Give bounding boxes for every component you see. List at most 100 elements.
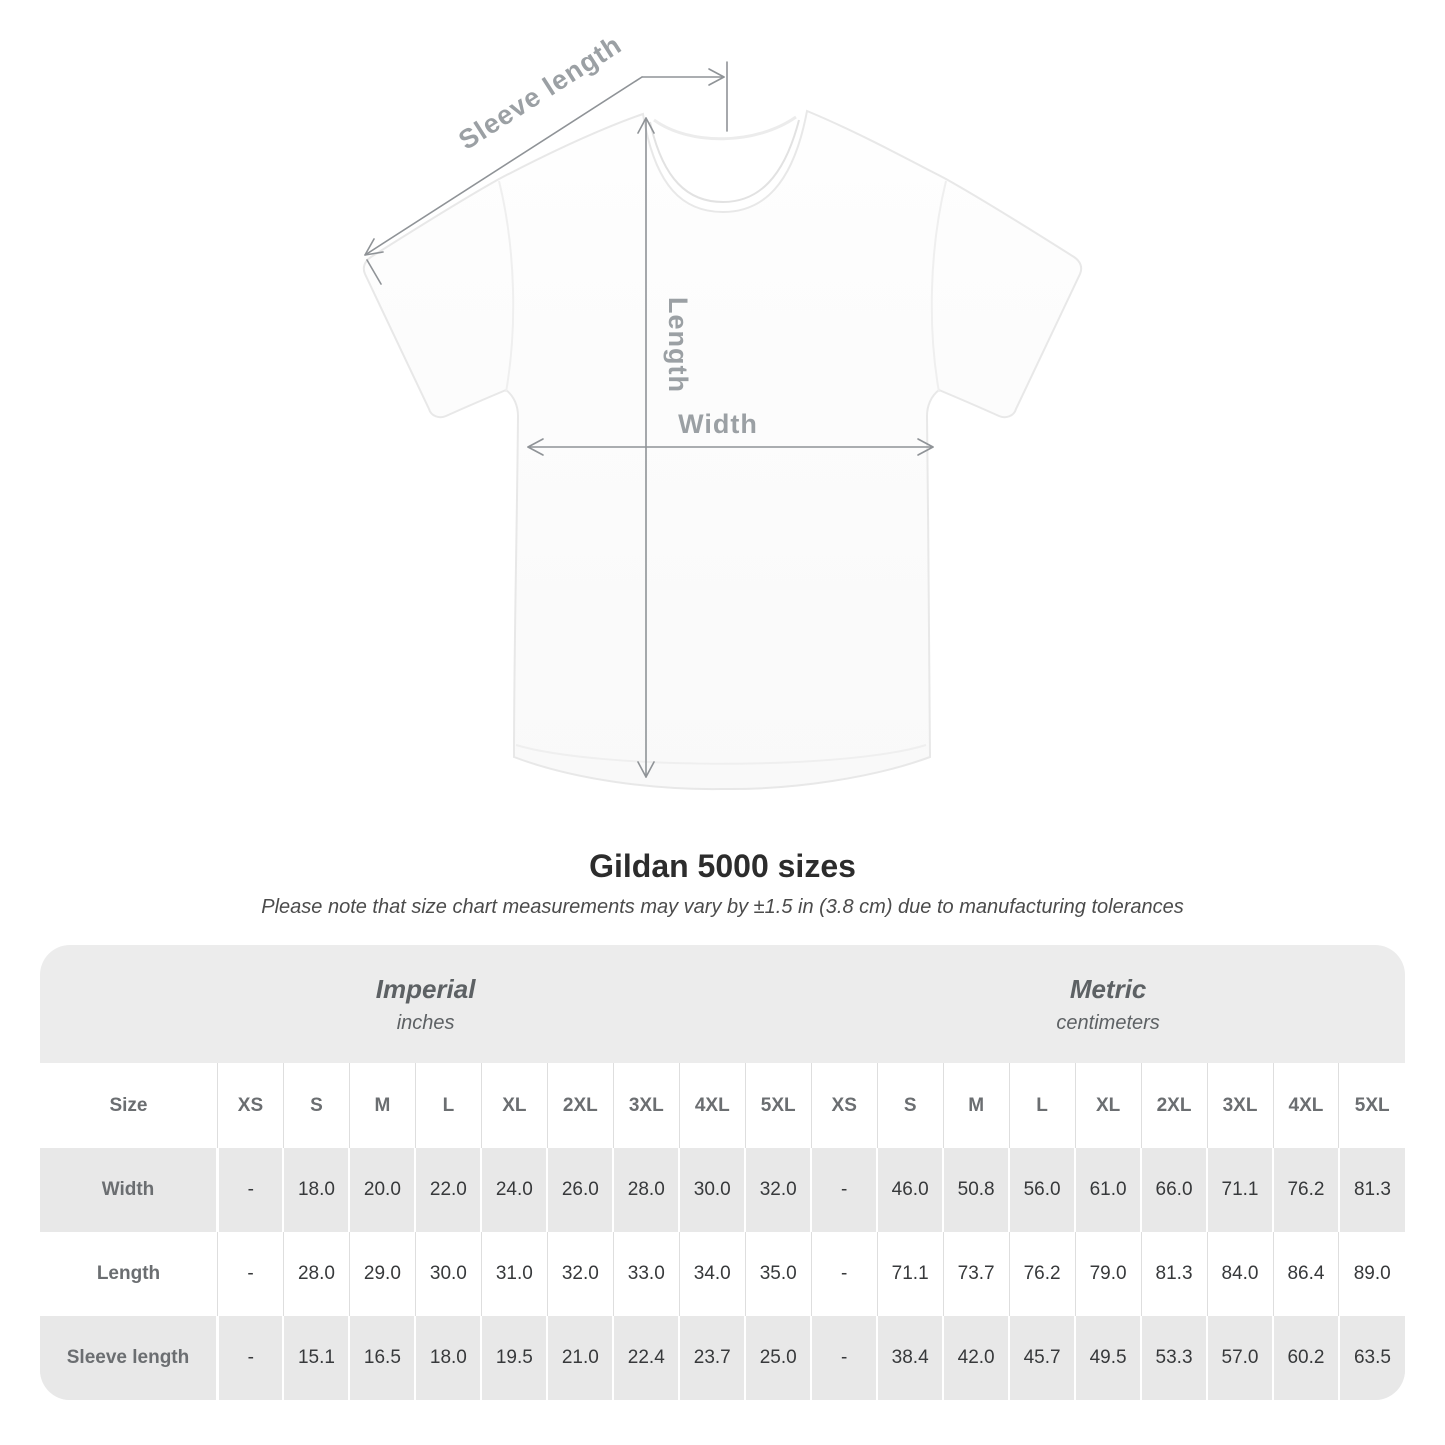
measurement-cell-imperial: 15.1 xyxy=(282,1316,350,1400)
measurement-cell-imperial: 28.0 xyxy=(282,1232,350,1316)
size-header-imperial: 4XL xyxy=(678,1063,746,1148)
imperial-unit-label: inches xyxy=(396,1011,455,1034)
measurement-row: Length -28.0 29.0 30.0 31.0 32.0 33.0 34.0 35.0-… xyxy=(40,1232,1405,1316)
measurement-cell-imperial: 32.0 xyxy=(744,1148,812,1232)
measurement-cell-metric: 66.0 xyxy=(1140,1148,1208,1232)
measurement-cell-imperial: 28.0 xyxy=(612,1148,680,1232)
measurement-cell-metric: 76.2 xyxy=(1272,1148,1339,1232)
measurement-cell-metric: 45.7 xyxy=(1008,1316,1076,1400)
size-header-row: Size XS S M L XL 2XL 3XL 4XL 5XL XS S M L XL 2XL 3XL 4XL 5… xyxy=(40,1063,1405,1148)
measurement-cell-metric: 61.0 xyxy=(1074,1148,1142,1232)
measurement-cell-imperial: 18.0 xyxy=(282,1148,350,1232)
measurement-cell-metric: 38.4 xyxy=(876,1316,944,1400)
measurement-cell-imperial: 26.0 xyxy=(546,1148,614,1232)
hem-stitch-line xyxy=(515,744,927,765)
size-header-metric: 3XL xyxy=(1206,1063,1273,1148)
measurement-cell-imperial: 35.0 xyxy=(744,1232,812,1316)
measurement-cell-imperial: 16.5 xyxy=(348,1316,416,1400)
imperial-label: Imperial xyxy=(375,973,476,1004)
size-header-metric: XS xyxy=(810,1063,878,1148)
measurement-cell-imperial: 18.0 xyxy=(414,1316,482,1400)
size-chart-panel: Imperial inches Metric centimeters Size X… xyxy=(40,945,1405,1400)
measurement-cell-metric: 46.0 xyxy=(876,1148,944,1232)
measurement-cell-metric: 71.1 xyxy=(876,1232,944,1316)
size-header-metric: L xyxy=(1008,1063,1076,1148)
length-label: Length xyxy=(663,297,693,393)
width-arrow xyxy=(527,438,934,456)
size-header-imperial: 5XL xyxy=(744,1063,812,1148)
left-sleeve-seam xyxy=(498,180,515,393)
measurement-cell-metric: 63.5 xyxy=(1337,1316,1405,1400)
sleeve-length-arrow xyxy=(364,61,728,285)
tshirt-diagram: Sleeve length Length Width xyxy=(362,29,1083,791)
size-header-metric: 5XL xyxy=(1338,1063,1405,1148)
measurement-cell-imperial: 29.0 xyxy=(348,1232,416,1316)
measurement-cell-metric: 53.3 xyxy=(1140,1316,1208,1400)
measurement-cell-imperial: 34.0 xyxy=(678,1232,746,1316)
size-header-metric: XL xyxy=(1074,1063,1142,1148)
size-header-metric: S xyxy=(876,1063,944,1148)
measurement-cell-imperial: 33.0 xyxy=(612,1232,680,1316)
back-collar-line xyxy=(653,115,797,141)
metric-label: Metric xyxy=(1069,973,1147,1004)
measurement-cell-metric: 56.0 xyxy=(1008,1148,1076,1232)
unit-group-imperial: Imperial inches xyxy=(40,974,811,1035)
measurement-cell-metric: 73.7 xyxy=(942,1232,1010,1316)
measurement-cell-metric: 42.0 xyxy=(942,1316,1010,1400)
measurement-cell-imperial: 22.0 xyxy=(414,1148,482,1232)
size-column-header: Size xyxy=(40,1063,218,1148)
size-header-imperial: 2XL xyxy=(546,1063,614,1148)
size-table-head: Size XS S M L XL 2XL 3XL 4XL 5XL XS S M L XL 2XL 3XL 4XL 5… xyxy=(40,1063,1405,1148)
measurement-cell-metric: 71.1 xyxy=(1206,1148,1273,1232)
measurement-cell-imperial: 19.5 xyxy=(480,1316,548,1400)
unit-groups-band: Imperial inches Metric centimeters xyxy=(40,945,1405,1063)
size-header-imperial: S xyxy=(282,1063,350,1148)
measurement-cell-metric: 50.8 xyxy=(942,1148,1010,1232)
tshirt-silhouette xyxy=(362,109,1083,791)
measurement-cell-metric: 60.2 xyxy=(1272,1316,1339,1400)
size-header-imperial: XS xyxy=(217,1063,284,1148)
measurement-cell-imperial: 24.0 xyxy=(480,1148,548,1232)
measurement-cell-imperial: 20.0 xyxy=(348,1148,416,1232)
size-header-imperial: XL xyxy=(480,1063,548,1148)
measurement-cell-metric: 79.0 xyxy=(1074,1232,1142,1316)
measurement-cell-metric: 81.3 xyxy=(1140,1232,1208,1316)
measurement-cell-imperial: - xyxy=(216,1316,284,1400)
measurement-cell-imperial: - xyxy=(217,1232,284,1316)
measurement-cell-metric: 89.0 xyxy=(1338,1232,1405,1316)
measurement-cell-imperial: 23.7 xyxy=(678,1316,746,1400)
measurement-cell-metric: 81.3 xyxy=(1337,1148,1405,1232)
measurement-cell-metric: - xyxy=(810,1232,878,1316)
measurement-cell-metric: 49.5 xyxy=(1074,1316,1142,1400)
collar-ribbing-line xyxy=(649,119,800,204)
size-header-metric: 4XL xyxy=(1272,1063,1339,1148)
measurement-cell-metric: - xyxy=(810,1148,878,1232)
measurement-cell-metric: 84.0 xyxy=(1206,1232,1273,1316)
row-label: Sleeve length xyxy=(66,1347,190,1368)
unit-group-metric: Metric centimeters xyxy=(811,974,1405,1035)
measurement-cell-imperial: 31.0 xyxy=(480,1232,548,1316)
measurement-cell-imperial: 21.0 xyxy=(546,1316,614,1400)
measurement-cell-imperial: 30.0 xyxy=(414,1232,482,1316)
measurement-cell-imperial: 30.0 xyxy=(678,1148,746,1232)
measurement-cell-imperial: - xyxy=(216,1148,284,1232)
size-header-imperial: L xyxy=(414,1063,482,1148)
page-title: Gildan 5000 sizes xyxy=(589,848,856,884)
size-header-imperial: 3XL xyxy=(612,1063,680,1148)
size-table-body: Width -18.0 20.0 22.0 24.0 26.0 28.0 30.0 32.0-4… xyxy=(40,1148,1405,1400)
size-header-metric: 2XL xyxy=(1140,1063,1208,1148)
row-label: Width xyxy=(101,1179,155,1200)
measurement-cell-metric: - xyxy=(810,1316,878,1400)
measurement-cell-metric: 57.0 xyxy=(1206,1316,1273,1400)
size-header-imperial: M xyxy=(348,1063,416,1148)
size-header-metric: M xyxy=(942,1063,1010,1148)
measurement-cell-imperial: 32.0 xyxy=(546,1232,614,1316)
size-table: Size XS S M L XL 2XL 3XL 4XL 5XL XS S M L XL 2XL 3XL 4XL 5… xyxy=(40,1063,1405,1400)
tolerance-note: Please note that size chart measurements… xyxy=(261,896,1184,918)
width-label: Width xyxy=(678,409,758,439)
row-label: Length xyxy=(96,1263,161,1284)
measurement-row: Width -18.0 20.0 22.0 24.0 26.0 28.0 30.0 32.0-4… xyxy=(40,1148,1405,1232)
right-sleeve-seam xyxy=(930,180,947,393)
measurement-row: Sleeve length -15.1 16.5 18.0 19.5 21.0 22.4 23… xyxy=(40,1316,1405,1400)
